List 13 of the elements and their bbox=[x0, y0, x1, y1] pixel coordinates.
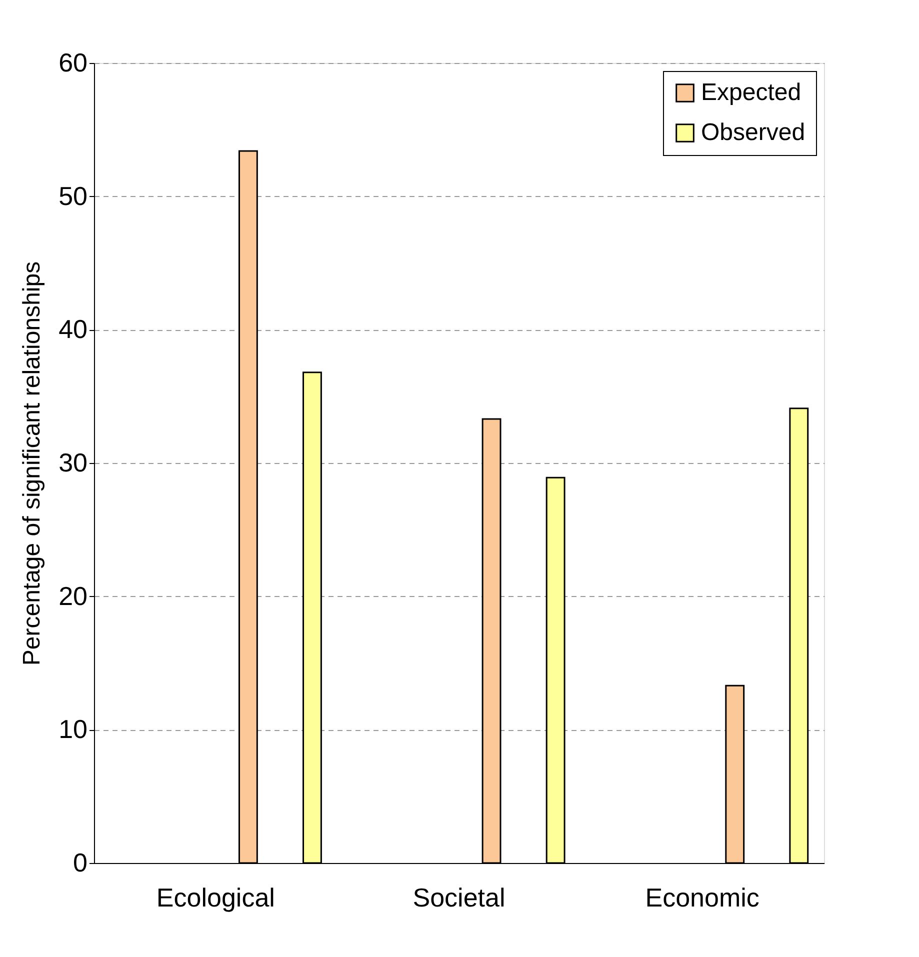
legend-label: Observed bbox=[701, 119, 806, 146]
y-tick-label: 50 bbox=[58, 180, 88, 211]
y-tick-label: 40 bbox=[58, 314, 88, 344]
y-tick-label: 30 bbox=[58, 448, 88, 478]
y-tick-label: 20 bbox=[58, 580, 88, 611]
x-tick-label: Ecological bbox=[156, 882, 275, 912]
x-tick-label: Societal bbox=[412, 882, 506, 912]
x-tick-label: Economic bbox=[645, 882, 760, 912]
y-tick-label: 10 bbox=[58, 714, 88, 744]
y-tick-label: 60 bbox=[58, 48, 88, 78]
y-axis-title: Percentage of significant relationships bbox=[18, 261, 46, 666]
y-tick-label: 0 bbox=[73, 848, 88, 878]
legend-label: Expected bbox=[701, 79, 802, 106]
